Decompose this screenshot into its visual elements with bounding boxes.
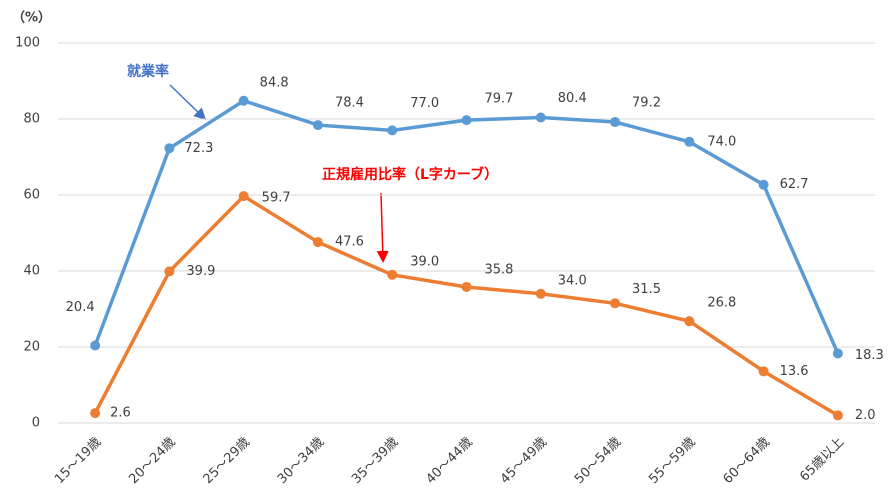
- data-point: [461, 115, 472, 126]
- data-label: 62.7: [780, 177, 809, 192]
- y-tick-label: 60: [23, 188, 40, 203]
- data-point: [164, 143, 175, 154]
- data-point: [90, 340, 101, 351]
- data-point: [238, 95, 249, 106]
- data-point: [90, 408, 101, 419]
- y-tick-label: 80: [23, 112, 40, 127]
- series-label: 就業率: [127, 63, 169, 80]
- data-label: 26.8: [707, 296, 736, 311]
- data-label: 18.3: [855, 348, 884, 363]
- data-label: 77.0: [410, 96, 439, 111]
- data-label: 47.6: [335, 235, 364, 250]
- x-tick-label: 20～24歳: [126, 435, 178, 487]
- data-label: 79.2: [632, 96, 661, 111]
- data-label: 2.6: [110, 406, 131, 421]
- data-label: 84.8: [260, 75, 289, 90]
- x-tick-label: 30～34歳: [275, 435, 327, 487]
- data-point: [387, 125, 398, 136]
- data-point: [312, 120, 323, 131]
- data-label: 74.0: [707, 134, 736, 149]
- data-point: [312, 237, 323, 248]
- x-tick-label: 40～44歳: [423, 435, 475, 487]
- data-point: [610, 117, 621, 128]
- data-label: 39.0: [410, 254, 439, 269]
- annotation-arrow: [376, 192, 389, 263]
- y-tick-label: 20: [23, 340, 40, 355]
- data-label: 79.7: [485, 92, 514, 107]
- x-tick-label: 60～64歳: [721, 435, 773, 487]
- y-tick-label: 100: [15, 36, 40, 51]
- x-tick-label: 15～19歳: [52, 435, 104, 487]
- data-point: [164, 266, 175, 277]
- data-point: [387, 269, 398, 280]
- data-label: 39.9: [186, 264, 215, 279]
- data-point: [535, 288, 546, 299]
- data-label: 80.4: [558, 91, 587, 106]
- data-label: 35.8: [485, 262, 514, 277]
- x-tick-label: 25～29歳: [201, 435, 253, 487]
- x-tick-label: 35～39歳: [349, 435, 401, 487]
- data-label: 34.0: [558, 273, 587, 288]
- data-label: 13.6: [780, 364, 809, 379]
- data-point: [238, 191, 249, 202]
- series-label: 正規雇用比率（L字カーブ）: [322, 166, 498, 183]
- data-point: [684, 136, 695, 147]
- data-point: [758, 366, 769, 377]
- data-point: [610, 298, 621, 309]
- data-label: 31.5: [632, 282, 661, 297]
- data-point: [832, 348, 843, 359]
- x-tick-label: 55～59歳: [646, 435, 698, 487]
- data-point: [758, 179, 769, 190]
- x-tick-label: 50～54歳: [572, 435, 624, 487]
- data-point: [684, 316, 695, 327]
- x-tick-label: 45～49歳: [498, 435, 550, 487]
- data-label: 59.7: [262, 191, 291, 206]
- annotation-arrow: [169, 84, 207, 121]
- data-point: [832, 410, 843, 421]
- y-tick-label: 0: [32, 416, 40, 431]
- data-label: 20.4: [66, 300, 95, 315]
- y-unit: （%）: [12, 10, 51, 26]
- y-tick-label: 40: [23, 264, 40, 279]
- data-label: 2.0: [855, 408, 876, 423]
- x-tick-label: 65歳以上: [797, 435, 847, 485]
- data-point: [535, 112, 546, 123]
- data-label: 72.3: [184, 141, 213, 156]
- data-label: 78.4: [335, 96, 364, 111]
- data-point: [461, 281, 472, 292]
